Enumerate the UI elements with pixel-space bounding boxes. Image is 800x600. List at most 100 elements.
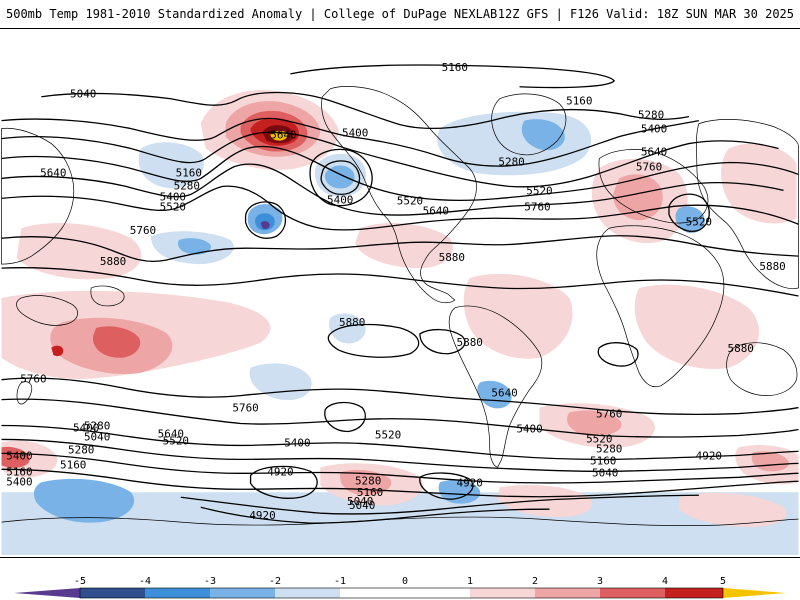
contour-line: [1, 452, 799, 484]
anomaly-region: [249, 363, 312, 401]
contour-label: 5040: [70, 88, 96, 101]
contour-closed: [309, 148, 373, 207]
contour-label: 5760: [232, 402, 258, 415]
contour-label: 5400: [327, 193, 353, 206]
coastline-south-america: [448, 305, 543, 468]
anomaly-region: [613, 174, 663, 221]
anomaly-region: [566, 410, 622, 436]
contour-label: 5400: [6, 449, 32, 462]
anomaly-region: [33, 478, 135, 523]
anomaly-map: 5160 5040 5640 5280 5400 5160 5280 5400 …: [0, 28, 800, 558]
legend-tick: -5: [74, 576, 86, 587]
legend-swatch-neg3: [145, 588, 210, 598]
contour-label: 5880: [759, 260, 785, 273]
contour-label: 5520: [160, 200, 186, 213]
contour-label: 5520: [163, 434, 189, 447]
contour-label: 5400: [641, 123, 667, 136]
contour-label: 5760: [596, 408, 622, 421]
contour-line: [1, 267, 799, 297]
legend-swatch-pos1: [470, 588, 535, 598]
contour-label: 5400: [284, 436, 310, 449]
legend-tick: -3: [204, 576, 216, 587]
legend-swatch-neg1: [275, 588, 340, 598]
contour-label: 5160: [176, 166, 202, 179]
contour-label: 5160: [566, 95, 592, 108]
contour-line: [1, 377, 799, 415]
contour-label: 5640: [270, 129, 296, 142]
contour-label: 5160: [442, 61, 468, 74]
contour-label: 4920: [696, 449, 722, 462]
contour-label: 5520: [686, 215, 712, 228]
contour-label: 5040: [349, 499, 375, 512]
contour-closed: [244, 201, 287, 239]
contour-label: 5040: [347, 495, 373, 508]
contour-closed: [249, 465, 318, 499]
contour-labels: 5160 5040 5640 5280 5400 5160 5280 5400 …: [6, 61, 785, 522]
contour-closed: [597, 342, 639, 367]
contour-label: 5400: [73, 421, 99, 434]
contour-closed: [668, 193, 710, 232]
legend-swatch-pos4: [665, 588, 723, 598]
contour-line: [1, 163, 784, 216]
contour-line: [1, 438, 799, 472]
legend-swatch-neutral-high: [405, 588, 470, 598]
contour-label: 4920: [457, 476, 483, 489]
contour-closed: [327, 323, 420, 358]
anomaly-region: [521, 119, 565, 151]
contour-label: 5400: [160, 190, 186, 203]
contour-closed: [419, 472, 474, 500]
contour-label: 5160: [357, 486, 383, 499]
anomaly-region: [329, 313, 366, 344]
contour-label: 5520: [375, 428, 401, 441]
contour-label: 5160: [60, 458, 86, 471]
anomaly-region: [1, 446, 30, 468]
contour-label: 5880: [728, 342, 754, 355]
contour-closed: [419, 328, 466, 355]
anomaly-region: [51, 345, 64, 357]
contour-line: [1, 424, 799, 461]
coastline-africa: [596, 225, 725, 388]
contour-label: 5280: [174, 179, 200, 192]
contour-label: 4920: [267, 465, 293, 478]
contour-label: 5040: [84, 430, 110, 443]
coastline-greenland: [491, 93, 567, 156]
contour-label: 5280: [596, 442, 622, 455]
contour-line: [1, 131, 779, 188]
legend-swatch-pos5: [723, 588, 786, 598]
contour-label: 5040: [592, 466, 618, 479]
legend-tick: 2: [532, 576, 538, 587]
contour-label: 4920: [249, 509, 275, 522]
legend-swatch-neg2: [210, 588, 275, 598]
anomaly-region: [260, 221, 270, 230]
contour-line: [1, 468, 799, 498]
anomaly-region: [177, 238, 211, 255]
legend-tick: 1: [467, 576, 473, 587]
coastline-new-zealand: [16, 381, 33, 405]
contour-label: 5760: [636, 160, 662, 173]
anomaly-region: [678, 492, 787, 528]
coastline-maritime: [90, 285, 125, 307]
contour-closed: [324, 401, 366, 433]
contour-line: [1, 398, 799, 438]
contour-label: 5280: [638, 109, 664, 122]
coastline-antarctica: [1, 516, 799, 526]
contour-label: 5160: [6, 465, 32, 478]
contour-line: [200, 506, 550, 524]
legend-swatch-pos3: [600, 588, 665, 598]
contour-label: 5280: [498, 155, 524, 168]
legend-tick: -4: [139, 576, 151, 587]
contour-line: [180, 494, 699, 515]
anomaly-region: [463, 273, 573, 359]
legend-tick: 4: [662, 576, 668, 587]
map-title: 500mb Temp 1981-2010 Standardized Anomal…: [6, 7, 498, 21]
contour-label: 5880: [439, 251, 465, 264]
legend-bar: [14, 587, 786, 599]
contour-label: 5640: [423, 204, 449, 217]
legend-swatch-neg5: [14, 588, 80, 598]
contour-label: 5640: [491, 387, 517, 400]
contour-label: 5400: [342, 127, 368, 140]
contour-label: 5760: [20, 373, 46, 386]
contour-line: [1, 117, 699, 167]
contour-label: 5400: [6, 475, 32, 488]
legend-tick: 3: [597, 576, 603, 587]
